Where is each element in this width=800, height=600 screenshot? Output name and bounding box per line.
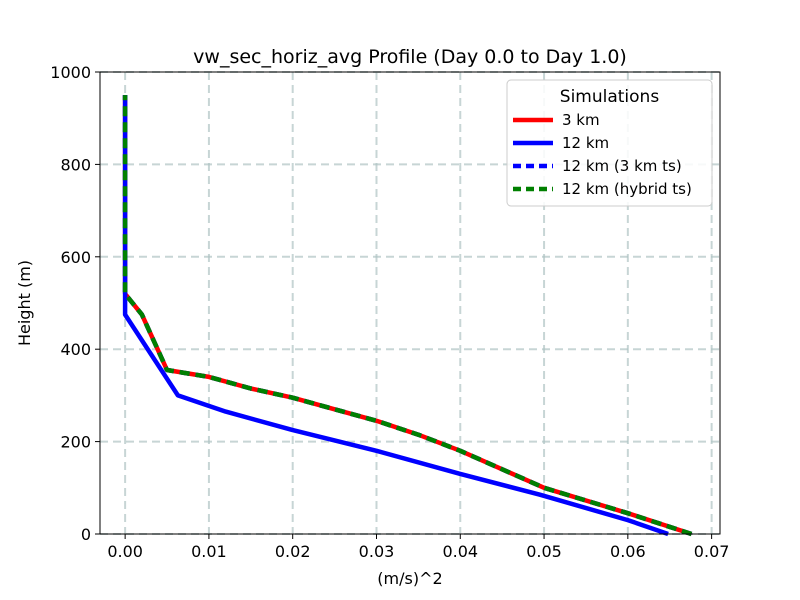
x-axis-label: (m/s)^2 (377, 569, 442, 588)
x-tick-label: 0.01 (191, 542, 227, 561)
series-lines (122, 95, 693, 537)
axes-frame (99, 71, 721, 535)
legend-entry: 12 km (3 km ts) (562, 157, 682, 175)
legend-box (506, 79, 713, 207)
y-tick-label: 1000 (50, 63, 91, 82)
legend-entry: 12 km (hybrid ts) (562, 180, 692, 198)
y-tick-label: 0 (81, 525, 91, 544)
legend: Simulations 3 km 12 km 12 km (3 km ts) 12 km… (506, 79, 713, 207)
y-tick-label: 400 (60, 340, 91, 359)
legend-title: Simulations (560, 87, 660, 107)
x-tick-label: 0.07 (694, 542, 730, 561)
y-tick-label: 800 (60, 155, 91, 174)
axes: 0.00 0.01 0.02 0.03 0.04 0.05 0.06 0.07 0 200 400 6… (50, 63, 729, 561)
x-tick-label: 0.03 (359, 542, 395, 561)
series-line (122, 95, 693, 537)
x-tick-label: 0.06 (610, 542, 646, 561)
legend-entry: 12 km (562, 134, 609, 152)
series-line (122, 95, 669, 537)
x-tick-label: 0.02 (275, 542, 311, 561)
y-tick-label: 200 (60, 433, 91, 452)
y-tick-label: 600 (60, 248, 91, 267)
grid-lines (100, 71, 720, 535)
chart-title: vw_sec_horiz_avg Profile (Day 0.0 to Day… (193, 46, 627, 68)
y-axis-label: Height (m) (15, 260, 34, 346)
x-tick-label: 0.00 (107, 542, 143, 561)
legend-entry: 3 km (562, 111, 600, 129)
x-tick-label: 0.04 (442, 542, 478, 561)
x-tick-label: 0.05 (526, 542, 562, 561)
